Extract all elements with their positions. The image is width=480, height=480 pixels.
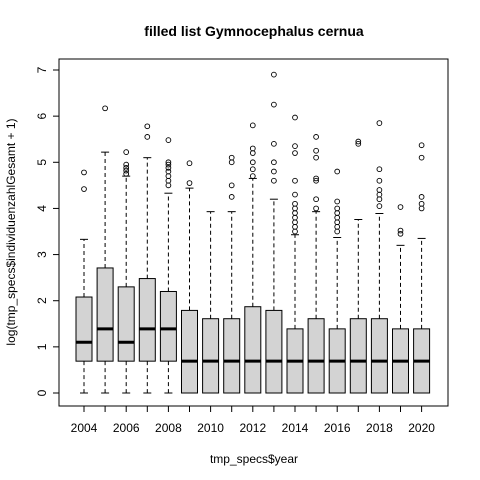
- outlier-point: [334, 168, 341, 175]
- x-axis-tick-label: 2018: [366, 421, 393, 435]
- outlier-point: [418, 200, 425, 207]
- x-axis-tick-label: 2008: [155, 421, 182, 435]
- outlier-point: [271, 168, 277, 175]
- outlier-point: [292, 177, 298, 184]
- outlier-point: [228, 194, 235, 200]
- outlier-point: [292, 143, 298, 149]
- outlier-point: [123, 167, 130, 174]
- outlier-point: [271, 71, 277, 78]
- outlier-point: [334, 198, 341, 205]
- outlier-point: [271, 159, 277, 166]
- outlier-point: [144, 134, 151, 140]
- box-2011: [223, 318, 241, 394]
- outlier-point: [186, 160, 193, 167]
- box-2009: [181, 309, 198, 394]
- outlier-point: [292, 150, 298, 156]
- box-2004: [75, 296, 93, 362]
- outlier-point: [123, 170, 130, 177]
- outlier-point: [376, 120, 383, 126]
- outlier-point: [376, 187, 383, 193]
- outlier-point: [165, 161, 172, 168]
- outlier-point: [376, 203, 383, 209]
- x-axis-tick-label: 2006: [113, 421, 140, 435]
- plot-area: 0 1 2 3 4 5 6 7 2004 2006 2008 2010 2012 2014 2016 2018…: [35, 58, 449, 435]
- y-axis-tick-label: 5: [35, 159, 49, 166]
- y-axis-tick-label: 3: [35, 251, 49, 258]
- x-axis-tick-label: 2014: [282, 421, 309, 435]
- x-axis-tick-label: 2010: [197, 421, 224, 435]
- outlier-point: [165, 159, 172, 166]
- x-axis-tick-label: 2020: [408, 421, 435, 435]
- outlier-point: [123, 164, 130, 171]
- box-2015: [307, 318, 325, 394]
- x-axis-tick-label: 2012: [239, 421, 266, 435]
- outlier-point: [228, 182, 235, 189]
- y-axis-tick-label: 2: [35, 297, 49, 304]
- outlier-point: [376, 177, 383, 184]
- outlier-point: [313, 134, 319, 140]
- outlier-point: [249, 145, 256, 152]
- y-axis-tick-label: 1: [35, 343, 49, 350]
- box-2008: [159, 290, 177, 362]
- outlier-point: [313, 147, 319, 154]
- outlier-point: [249, 173, 256, 179]
- outlier-point: [292, 191, 298, 198]
- outlier-point: [334, 205, 341, 212]
- outlier-point: [355, 140, 362, 147]
- outlier-point: [228, 154, 235, 161]
- outlier-point: [397, 230, 404, 237]
- outlier-point: [271, 140, 277, 147]
- y-axis-label: log(tmp_specs$individuenzahlGesamt + 1): [4, 118, 18, 345]
- outlier-point: [355, 138, 362, 145]
- outlier-point: [144, 123, 151, 130]
- outlier-point: [123, 161, 130, 168]
- outlier-point: [165, 137, 172, 143]
- outlier-point: [313, 177, 319, 184]
- outlier-point: [165, 168, 172, 175]
- x-axis-tick-label: 2016: [324, 421, 351, 435]
- box-2005: [96, 267, 114, 362]
- outlier-point: [418, 194, 425, 200]
- outlier-point: [271, 101, 277, 108]
- outlier-point: [397, 204, 404, 210]
- outlier-point: [249, 166, 256, 173]
- x-axis-label: tmp_specs$year: [210, 452, 298, 466]
- outlier-point: [292, 114, 298, 121]
- outlier-point: [313, 196, 319, 203]
- box-2012: [244, 306, 262, 394]
- outlier-point: [249, 159, 256, 166]
- outlier-point: [313, 175, 319, 182]
- chart-title: filled list Gymnocephalus cernua: [144, 23, 364, 39]
- box-2017: [349, 318, 367, 394]
- outlier-point: [123, 149, 130, 155]
- outlier-point: [186, 180, 193, 186]
- outlier-point: [81, 169, 87, 176]
- outlier-point: [292, 200, 298, 207]
- box-2007: [138, 278, 156, 362]
- box-2006: [117, 286, 135, 362]
- y-axis-tick-label: 6: [35, 112, 49, 119]
- outlier-point: [418, 154, 425, 161]
- outlier-point: [313, 205, 319, 212]
- box-2010: [202, 318, 220, 394]
- outlier-point: [249, 122, 256, 129]
- y-axis-tick-label: 4: [35, 205, 49, 212]
- outlier-point: [102, 105, 108, 112]
- y-axis-tick-label: 0: [35, 389, 49, 396]
- box-2018: [370, 318, 388, 394]
- plot-frame: [58, 58, 449, 407]
- outlier-point: [376, 166, 383, 173]
- y-axis-tick-label: 7: [35, 66, 49, 73]
- outlier-point: [165, 164, 172, 171]
- outlier-point: [397, 227, 404, 234]
- outlier-point: [313, 154, 319, 161]
- outlier-point: [81, 186, 87, 192]
- outlier-point: [418, 142, 425, 149]
- outlier-point: [271, 177, 277, 184]
- box-2013: [265, 309, 283, 394]
- x-axis-tick-label: 2004: [71, 421, 98, 435]
